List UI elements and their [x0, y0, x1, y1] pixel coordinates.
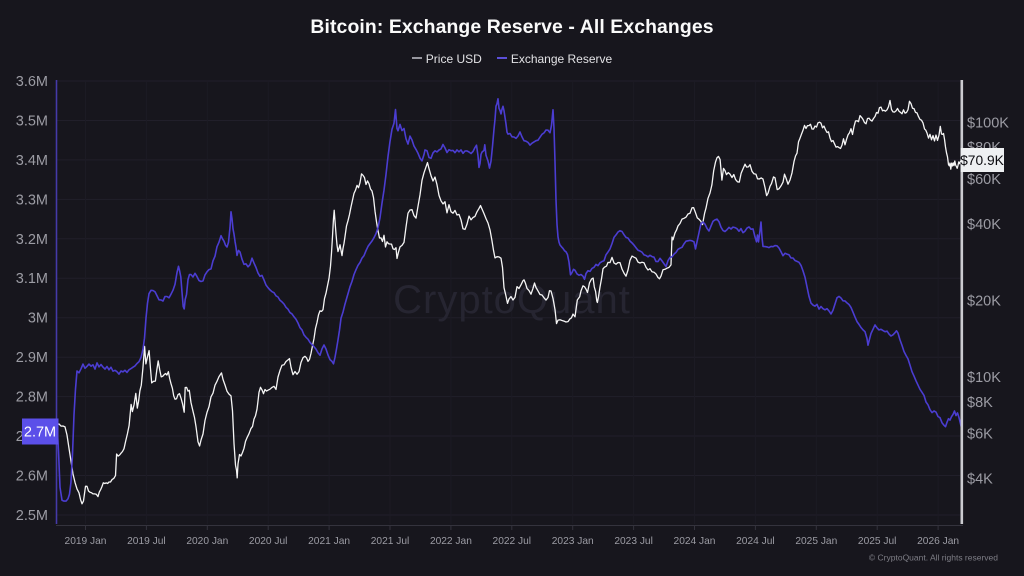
svg-text:2026 Jan: 2026 Jan	[917, 536, 959, 547]
svg-text:$70.9K: $70.9K	[960, 153, 1005, 168]
svg-text:$8K: $8K	[967, 395, 993, 411]
svg-text:2019 Jul: 2019 Jul	[127, 536, 166, 547]
svg-text:2022 Jan: 2022 Jan	[430, 536, 472, 547]
svg-text:2.7M: 2.7M	[24, 425, 56, 441]
svg-text:© CryptoQuant. All rights rese: © CryptoQuant. All rights reserved	[869, 553, 998, 563]
svg-text:2021 Jan: 2021 Jan	[308, 536, 350, 547]
svg-text:3.2M: 3.2M	[16, 232, 48, 248]
svg-text:2022 Jul: 2022 Jul	[493, 536, 532, 547]
svg-text:$40K: $40K	[967, 217, 1001, 233]
svg-text:3.4M: 3.4M	[16, 153, 48, 169]
svg-text:3.1M: 3.1M	[16, 271, 48, 287]
svg-text:2019 Jan: 2019 Jan	[65, 536, 107, 547]
svg-text:$6K: $6K	[967, 427, 993, 443]
svg-text:2024 Jan: 2024 Jan	[674, 536, 716, 547]
svg-text:2.6M: 2.6M	[16, 469, 48, 485]
svg-text:2025 Jan: 2025 Jan	[795, 536, 837, 547]
svg-text:2.8M: 2.8M	[16, 390, 48, 406]
svg-text:CryptoQuant: CryptoQuant	[393, 278, 631, 322]
svg-text:3.3M: 3.3M	[16, 192, 48, 208]
svg-text:$4K: $4K	[967, 472, 993, 488]
svg-text:$60K: $60K	[967, 172, 1001, 188]
svg-text:2025 Jul: 2025 Jul	[858, 536, 897, 547]
svg-text:2020 Jul: 2020 Jul	[249, 536, 288, 547]
svg-text:2023 Jan: 2023 Jan	[552, 536, 594, 547]
svg-text:$100K: $100K	[967, 116, 1009, 132]
svg-text:2020 Jan: 2020 Jan	[186, 536, 228, 547]
svg-text:3.6M: 3.6M	[16, 74, 48, 90]
svg-text:3M: 3M	[28, 311, 48, 327]
svg-text:2.9M: 2.9M	[16, 350, 48, 366]
svg-text:2023 Jul: 2023 Jul	[614, 536, 653, 547]
svg-text:$10K: $10K	[967, 370, 1001, 386]
svg-text:2021 Jul: 2021 Jul	[371, 536, 410, 547]
svg-text:$20K: $20K	[967, 294, 1001, 310]
svg-text:2024 Jul: 2024 Jul	[736, 536, 775, 547]
svg-text:3.5M: 3.5M	[16, 114, 48, 130]
svg-text:2.5M: 2.5M	[16, 508, 48, 524]
